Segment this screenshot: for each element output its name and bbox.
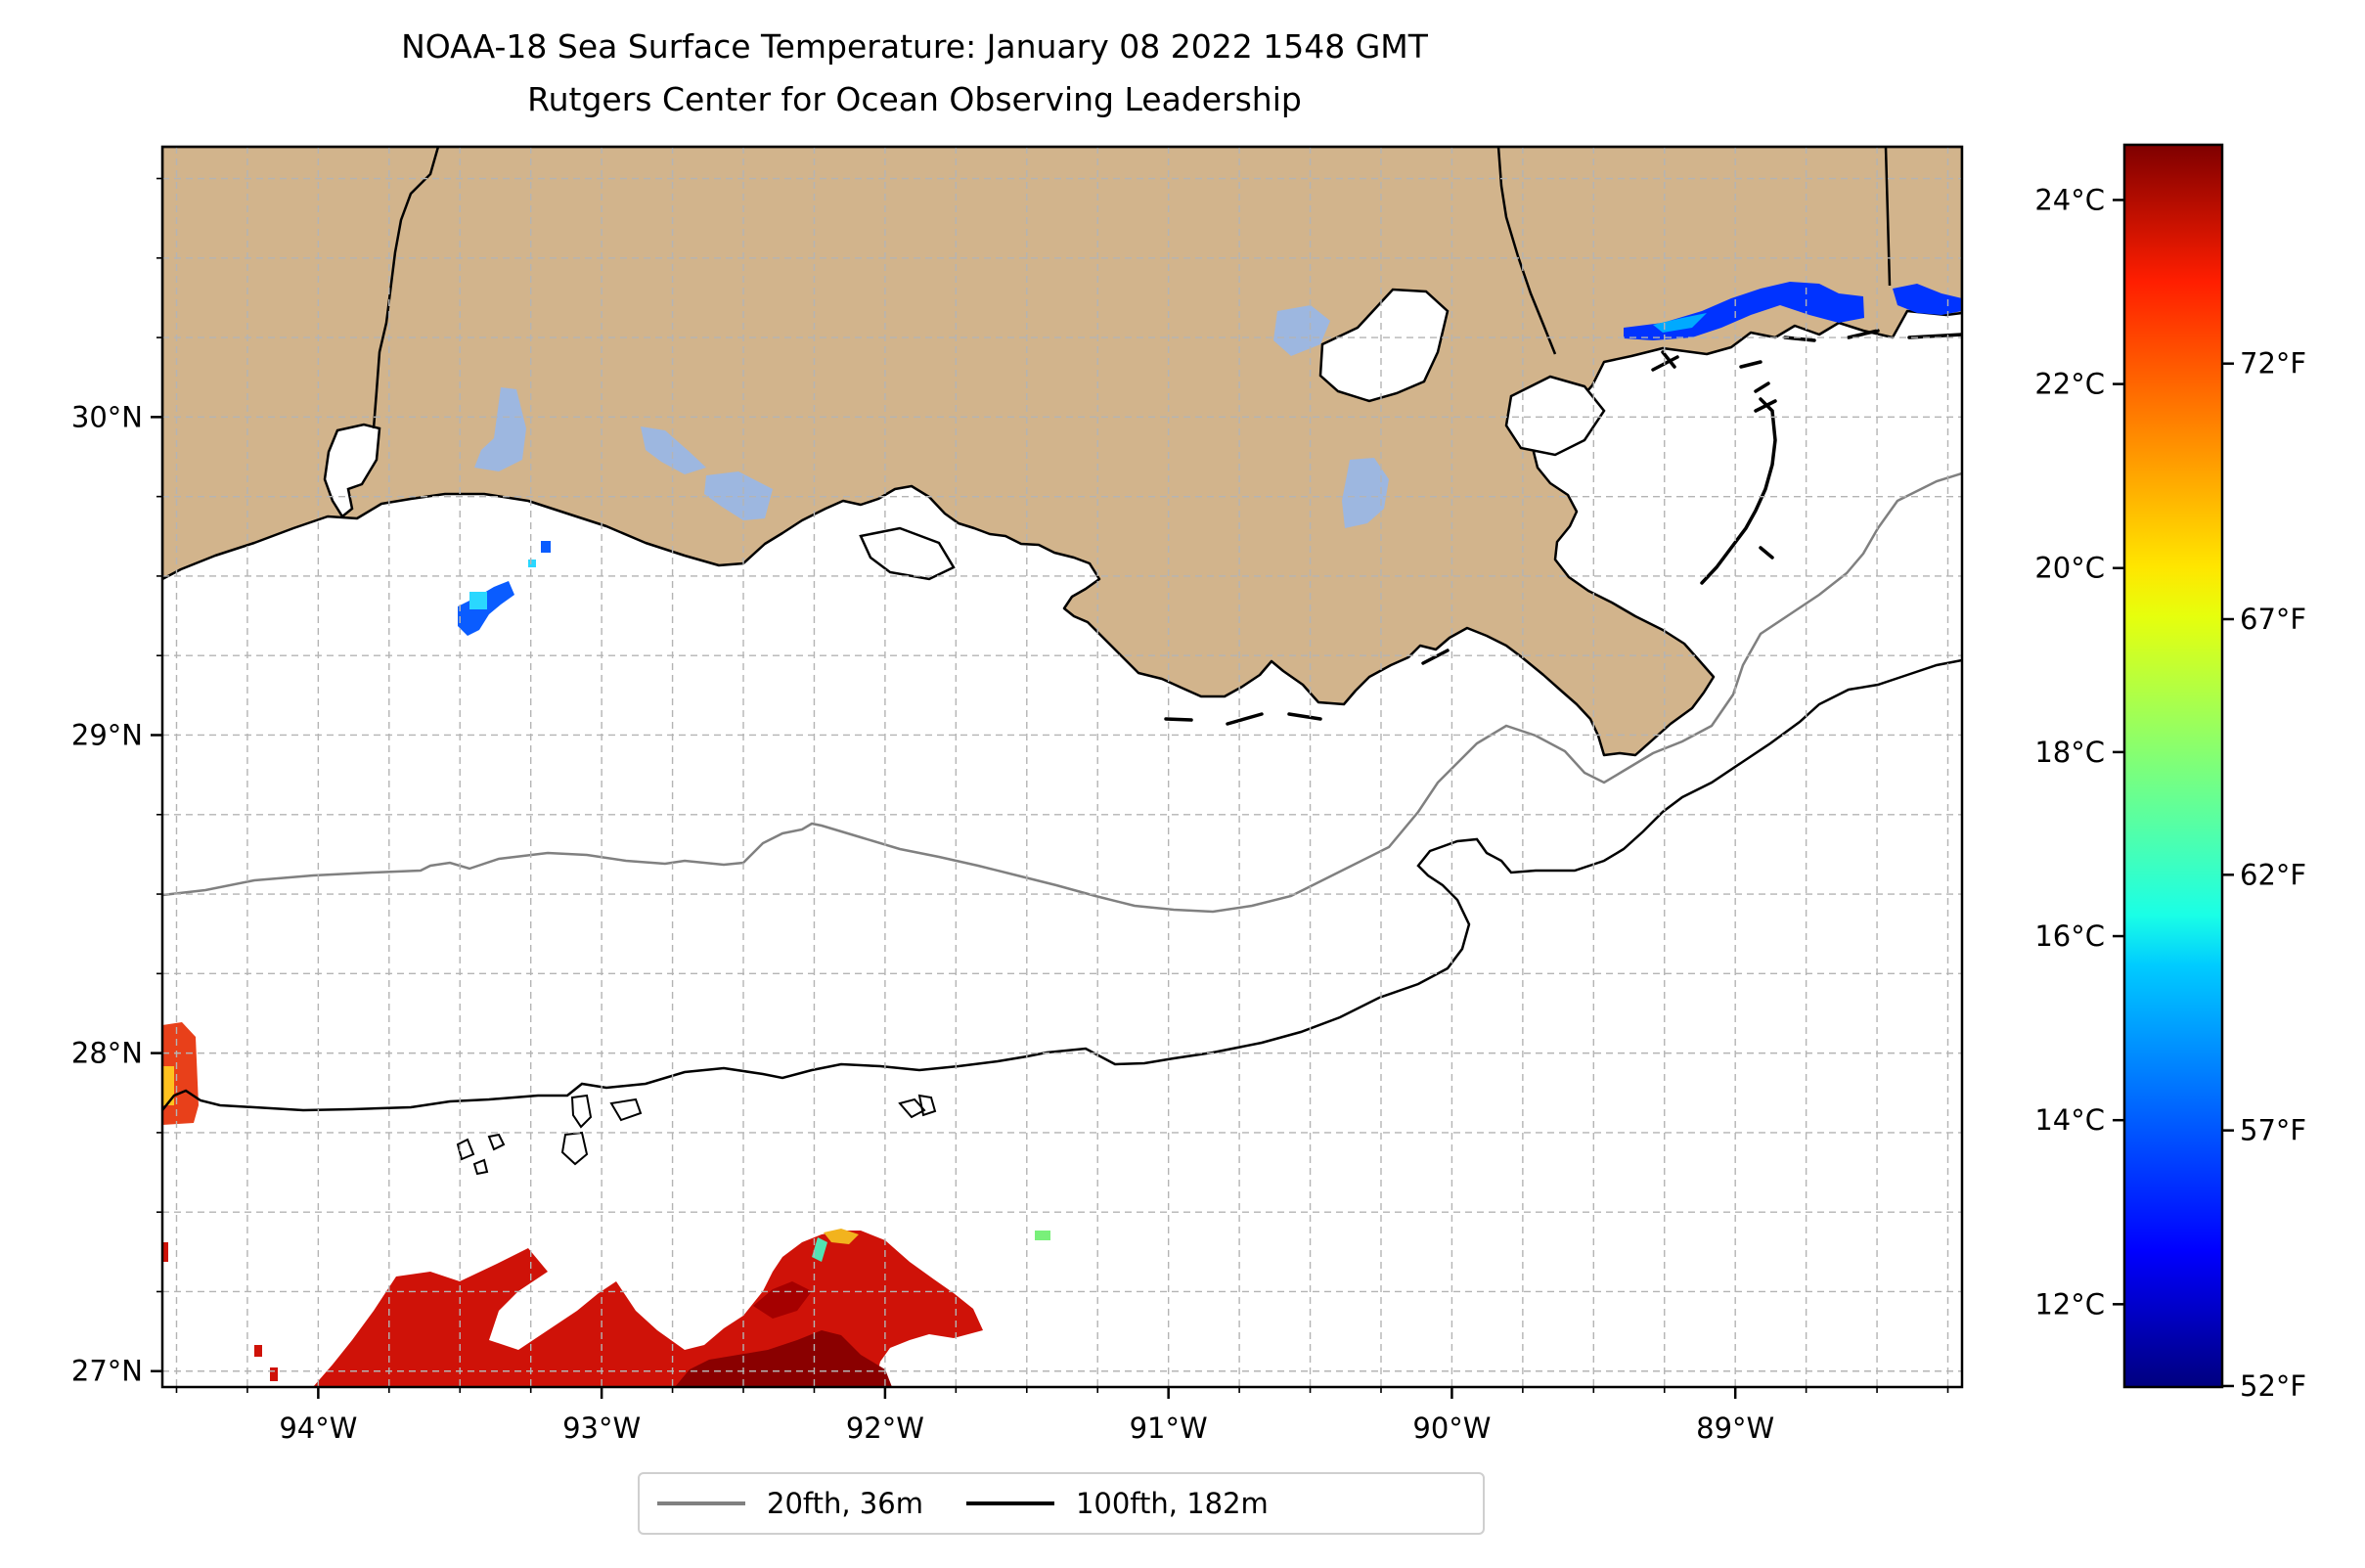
gridlines	[162, 147, 1962, 1387]
sst-patches	[162, 282, 1962, 1387]
lat-tick-label: 30°N	[71, 400, 143, 433]
colorbar-celsius-axis: 24°C 22°C 20°C 18°C 16°C 14°C 12°C	[2034, 183, 2124, 1321]
map-title: NOAA-18 Sea Surface Temperature: January…	[401, 27, 1428, 66]
sst-south-blob-2	[675, 1330, 892, 1387]
colorbar-c-label: 14°C	[2034, 1103, 2105, 1137]
colorbar-f-label: 52°F	[2240, 1369, 2306, 1403]
sabine-lake	[323, 423, 381, 518]
lon-tick-label: 92°W	[846, 1411, 924, 1445]
legend-label-100fth: 100fth, 182m	[1075, 1487, 1269, 1520]
colorbar-c-label: 18°C	[2034, 736, 2105, 769]
legend-item-20fth: 20fth, 36m	[640, 1487, 923, 1520]
colorbar-gradient	[2122, 143, 2224, 1389]
lon-tick-label: 89°W	[1696, 1411, 1774, 1445]
lon-tick-label: 90°W	[1412, 1411, 1491, 1445]
state-border-ms-al	[1884, 147, 1892, 287]
colorbar-c-label: 16°C	[2034, 919, 2105, 953]
colorbar-f-label: 62°F	[2240, 858, 2306, 891]
barrier-islands	[1164, 329, 1962, 726]
state-border-tx-la	[372, 147, 440, 429]
lat-tick-label: 29°N	[71, 718, 143, 751]
contour-20fth	[162, 471, 1962, 914]
colorbar-c-label: 24°C	[2034, 183, 2105, 216]
vermilion-bay	[859, 526, 956, 581]
lake-borgne	[1504, 375, 1606, 457]
map-axes: 30°N 29°N 28°N 27°N 94°W 93°W 92°W 91°W 90°W 89°W	[71, 177, 1949, 1445]
lon-tick-label: 91°W	[1130, 1411, 1208, 1445]
lon-tick-label: 93°W	[562, 1411, 641, 1445]
map-legend: 20fth, 36m 100fth, 182m	[638, 1472, 1485, 1535]
colorbar-c-label: 20°C	[2034, 552, 2105, 585]
lake-pontchartrain	[1318, 288, 1450, 403]
colorbar-c-label: 12°C	[2034, 1287, 2105, 1321]
colorbar-f-label: 72°F	[2240, 347, 2306, 381]
lat-tick-label: 27°N	[71, 1355, 143, 1388]
legend-swatch-gray	[657, 1501, 745, 1505]
lat-tick-label: 28°N	[71, 1037, 143, 1070]
legend-label-20fth: 20fth, 36m	[767, 1487, 923, 1520]
colorbar-c-label: 22°C	[2034, 368, 2105, 401]
colorbar-f-label: 57°F	[2240, 1114, 2306, 1147]
lon-tick-label: 94°W	[279, 1411, 357, 1445]
legend-item-100fth: 100fth, 182m	[949, 1487, 1269, 1520]
colorbar-f-label: 67°F	[2240, 603, 2306, 636]
map-area	[162, 147, 1962, 1387]
map-subtitle: Rutgers Center for Ocean Observing Leade…	[527, 80, 1302, 118]
colorbar-fahrenheit-axis: 72°F 67°F 62°F 57°F 52°F	[2222, 347, 2306, 1403]
legend-swatch-black	[965, 1501, 1054, 1505]
colorbar: 24°C 22°C 20°C 18°C 16°C 14°C 12°C 72°F 67°F 62°…	[2034, 143, 2306, 1403]
state-border-la-ms	[1496, 147, 1557, 355]
map-frame	[160, 145, 1964, 1389]
